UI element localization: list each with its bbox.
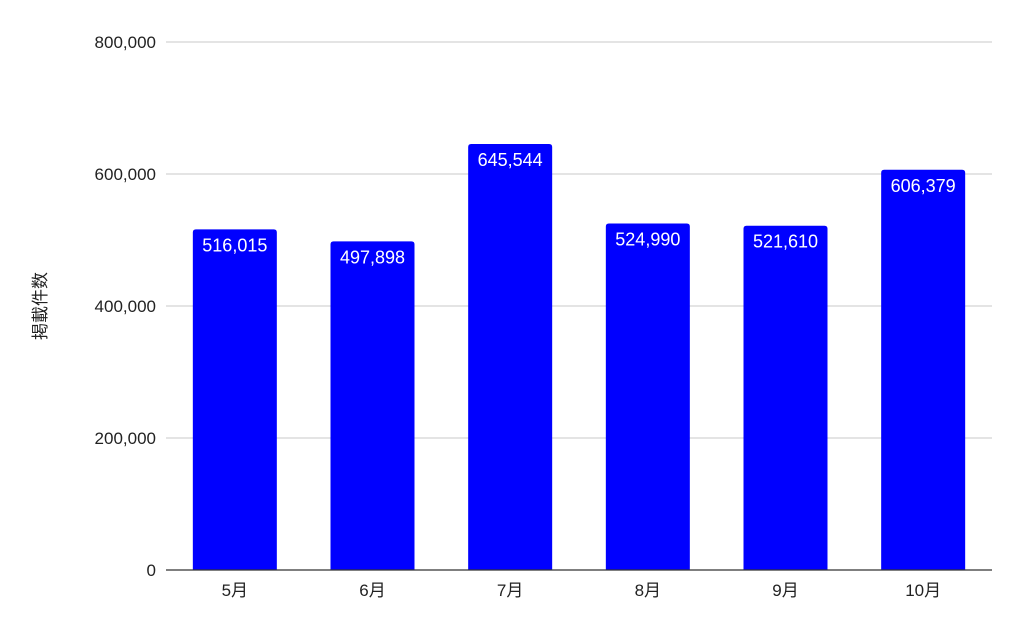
bar (192, 229, 277, 570)
x-axis-tick-labels: 5月 6月 7月 8月 9月 10月 (222, 581, 942, 600)
x-tick-label: 5月 (222, 581, 248, 600)
y-tick-label: 600,000 (95, 165, 156, 184)
y-axis-tick-labels: 0 200,000 400,000 600,000 800,000 (95, 33, 156, 580)
data-label: 497,898 (340, 247, 405, 267)
y-tick-label: 800,000 (95, 33, 156, 52)
y-tick-label: 0 (147, 561, 156, 580)
x-tick-label: 10月 (905, 581, 941, 600)
bar (881, 169, 966, 570)
bar (743, 225, 828, 570)
bar (605, 223, 690, 571)
data-label: 516,015 (202, 235, 267, 255)
y-axis-title: 掲載件数 (31, 272, 51, 340)
bars (192, 143, 966, 571)
bar (468, 143, 553, 570)
data-label: 606,379 (891, 176, 956, 196)
data-label: 524,990 (615, 230, 680, 250)
bar (330, 241, 415, 570)
x-tick-label: 6月 (359, 581, 385, 600)
data-labels: 516,015 497,898 645,544 524,990 521,610 606,3… (202, 150, 955, 267)
x-tick-label: 8月 (635, 581, 661, 600)
data-label: 645,544 (478, 150, 543, 170)
x-tick-label: 9月 (772, 581, 798, 600)
y-tick-label: 400,000 (95, 297, 156, 316)
gridlines (166, 41, 992, 439)
data-label: 521,610 (753, 232, 818, 252)
y-tick-label: 200,000 (95, 429, 156, 448)
x-tick-label: 7月 (497, 581, 523, 600)
